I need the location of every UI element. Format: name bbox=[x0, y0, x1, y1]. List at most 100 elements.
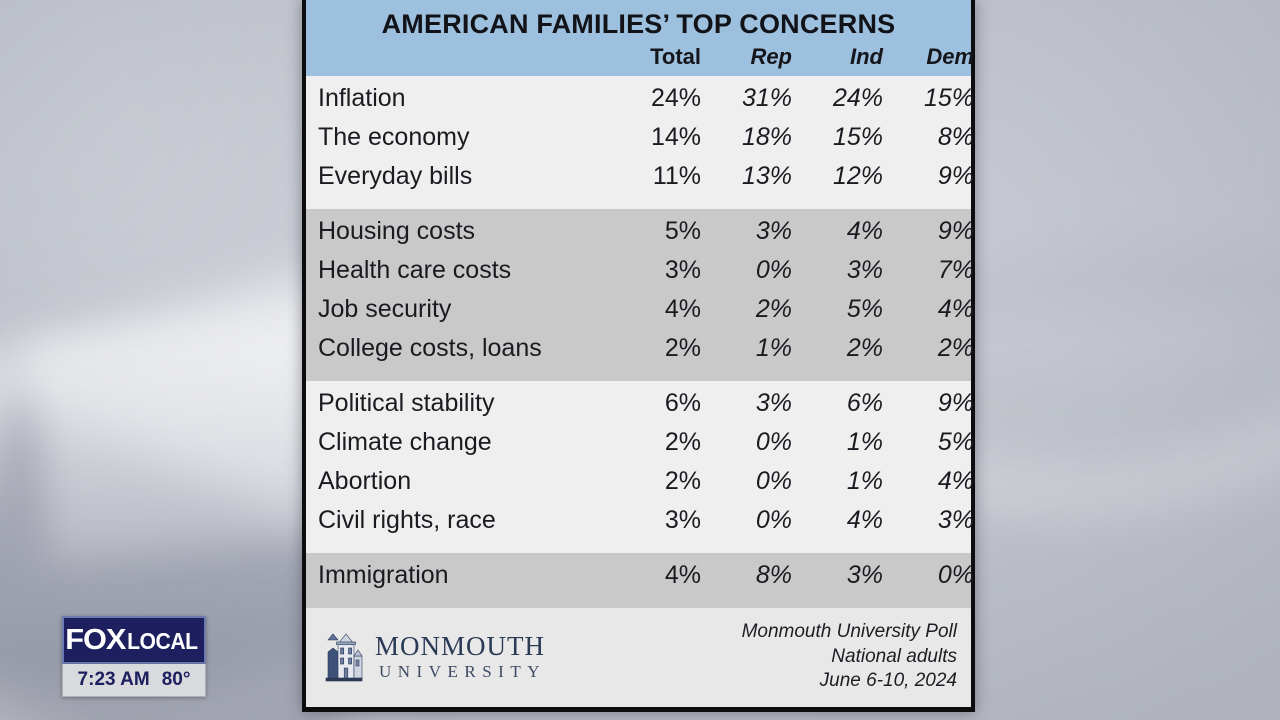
cell-ind: 3% bbox=[846, 256, 883, 285]
monmouth-university-logo: MONMOUTH UNIVERSITY bbox=[320, 626, 546, 687]
cell-dem: 15% bbox=[923, 84, 974, 113]
table-row: Job security 4% 2% 5% 4% bbox=[306, 295, 974, 334]
row-label: Inflation bbox=[318, 84, 406, 113]
source-attribution: Monmouth University Poll National adults… bbox=[742, 620, 957, 693]
table-row: Abortion 2% 0% 1% 4% bbox=[306, 467, 974, 506]
cell-dem: 9% bbox=[937, 389, 974, 418]
cell-ind: 4% bbox=[846, 506, 883, 535]
cell-rep: 2% bbox=[755, 295, 792, 324]
station-bug: FOX LOCAL 7:23 AM 80° bbox=[62, 616, 206, 697]
table-row: Immigration 4% 8% 3% 0% bbox=[306, 561, 974, 600]
table-row: Civil rights, race 3% 0% 4% 3% bbox=[306, 506, 974, 545]
row-group-economic-primary: Inflation 24% 31% 24% 15% The economy 14… bbox=[306, 76, 974, 210]
cell-rep: 31% bbox=[741, 84, 792, 113]
column-header-dem: Dem bbox=[926, 44, 974, 70]
cell-dem: 2% bbox=[937, 334, 974, 363]
cell-ind: 2% bbox=[846, 334, 883, 363]
source-poll-name: Monmouth University Poll bbox=[741, 621, 957, 643]
cell-total: 11% bbox=[652, 162, 701, 191]
graphic-header: AMERICAN FAMILIES’ TOP CONCERNS Total Re… bbox=[306, 0, 974, 77]
cell-rep: 3% bbox=[755, 217, 792, 246]
cell-ind: 12% bbox=[832, 162, 883, 191]
cell-dem: 9% bbox=[937, 162, 974, 191]
table-row: College costs, loans 2% 1% 2% 2% bbox=[306, 334, 974, 373]
row-label: Health care costs bbox=[318, 256, 512, 285]
cell-rep: 0% bbox=[755, 428, 792, 457]
row-label: Everyday bills bbox=[318, 162, 473, 191]
cell-total: 2% bbox=[664, 428, 701, 457]
row-group-household-costs: Housing costs 5% 3% 4% 9% Health care co… bbox=[306, 209, 974, 382]
cell-total: 2% bbox=[664, 467, 701, 496]
table-row: Inflation 24% 31% 24% 15% bbox=[306, 84, 974, 123]
cell-ind: 3% bbox=[846, 561, 883, 590]
cell-rep: 13% bbox=[741, 162, 792, 191]
row-label: Housing costs bbox=[318, 217, 476, 246]
fox-local-logo: FOX LOCAL bbox=[62, 616, 206, 664]
page-title: AMERICAN FAMILIES’ TOP CONCERNS bbox=[381, 9, 896, 39]
time-temperature-bar: 7:23 AM 80° bbox=[62, 664, 206, 697]
cell-total: 14% bbox=[650, 123, 701, 152]
cell-dem: 8% bbox=[937, 123, 974, 152]
table-row: Everyday bills 11% 13% 12% 9% bbox=[306, 162, 974, 201]
table-row: Health care costs 3% 0% 3% 7% bbox=[306, 256, 974, 295]
cell-dem: 3% bbox=[937, 506, 974, 535]
cell-total: 6% bbox=[664, 389, 701, 418]
row-label: Immigration bbox=[318, 561, 449, 590]
row-label: The economy bbox=[318, 123, 470, 152]
table-row: The economy 14% 18% 15% 8% bbox=[306, 123, 974, 162]
cell-ind: 6% bbox=[846, 389, 883, 418]
column-header-rep: Rep bbox=[750, 44, 792, 70]
row-label: Political stability bbox=[318, 389, 495, 418]
fox-brand-text: FOX bbox=[65, 623, 126, 656]
monmouth-wordmark: MONMOUTH UNIVERSITY bbox=[375, 631, 546, 682]
cell-dem: 0% bbox=[937, 561, 974, 590]
cell-ind: 15% bbox=[832, 123, 883, 152]
cell-total: 3% bbox=[664, 506, 701, 535]
source-dates: June 6-10, 2024 bbox=[819, 669, 957, 691]
row-label: Abortion bbox=[318, 467, 412, 496]
cell-dem: 5% bbox=[937, 428, 974, 457]
clock-time: 7:23 AM bbox=[77, 669, 150, 690]
cell-ind: 1% bbox=[846, 467, 883, 496]
row-group-immigration: Immigration 4% 8% 3% 0% bbox=[306, 553, 974, 609]
cell-dem: 4% bbox=[937, 467, 974, 496]
temperature: 80° bbox=[161, 669, 191, 690]
cell-ind: 1% bbox=[846, 428, 883, 457]
row-label: Job security bbox=[318, 295, 452, 324]
poll-graphic-card: AMERICAN FAMILIES’ TOP CONCERNS Total Re… bbox=[302, 0, 975, 712]
wilson-hall-building-icon bbox=[320, 626, 366, 687]
cell-ind: 4% bbox=[846, 217, 883, 246]
cell-dem: 9% bbox=[937, 217, 974, 246]
cell-rep: 3% bbox=[755, 389, 792, 418]
cell-total: 3% bbox=[664, 256, 701, 285]
cell-rep: 8% bbox=[755, 561, 792, 590]
cell-rep: 0% bbox=[755, 467, 792, 496]
cell-total: 2% bbox=[664, 334, 701, 363]
graphic-footer: MONMOUTH UNIVERSITY Monmouth University … bbox=[306, 608, 971, 707]
cell-rep: 18% bbox=[741, 123, 792, 152]
column-header-row: Total Rep Ind Dem bbox=[306, 44, 974, 74]
local-brand-text: LOCAL bbox=[127, 627, 199, 654]
cell-total: 5% bbox=[664, 217, 701, 246]
cell-total: 4% bbox=[664, 561, 701, 590]
row-label: Climate change bbox=[318, 428, 492, 457]
monmouth-logo-subtitle: UNIVERSITY bbox=[379, 662, 546, 682]
cell-rep: 0% bbox=[755, 256, 792, 285]
table-row: Political stability 6% 3% 6% 9% bbox=[306, 389, 974, 428]
cell-rep: 0% bbox=[755, 506, 792, 535]
cell-rep: 1% bbox=[755, 334, 792, 363]
monmouth-logo-name: MONMOUTH bbox=[375, 631, 545, 662]
cell-dem: 7% bbox=[937, 256, 974, 285]
cell-dem: 4% bbox=[937, 295, 974, 324]
cell-total: 4% bbox=[664, 295, 701, 324]
column-header-total: Total bbox=[650, 44, 701, 70]
source-population: National adults bbox=[831, 645, 957, 667]
cell-ind: 5% bbox=[846, 295, 883, 324]
row-group-social-political: Political stability 6% 3% 6% 9% Climate … bbox=[306, 381, 974, 554]
column-header-ind: Ind bbox=[850, 44, 883, 70]
cell-total: 24% bbox=[650, 84, 701, 113]
table-row: Climate change 2% 0% 1% 5% bbox=[306, 428, 974, 467]
row-label: College costs, loans bbox=[318, 334, 542, 363]
cell-ind: 24% bbox=[832, 84, 883, 113]
